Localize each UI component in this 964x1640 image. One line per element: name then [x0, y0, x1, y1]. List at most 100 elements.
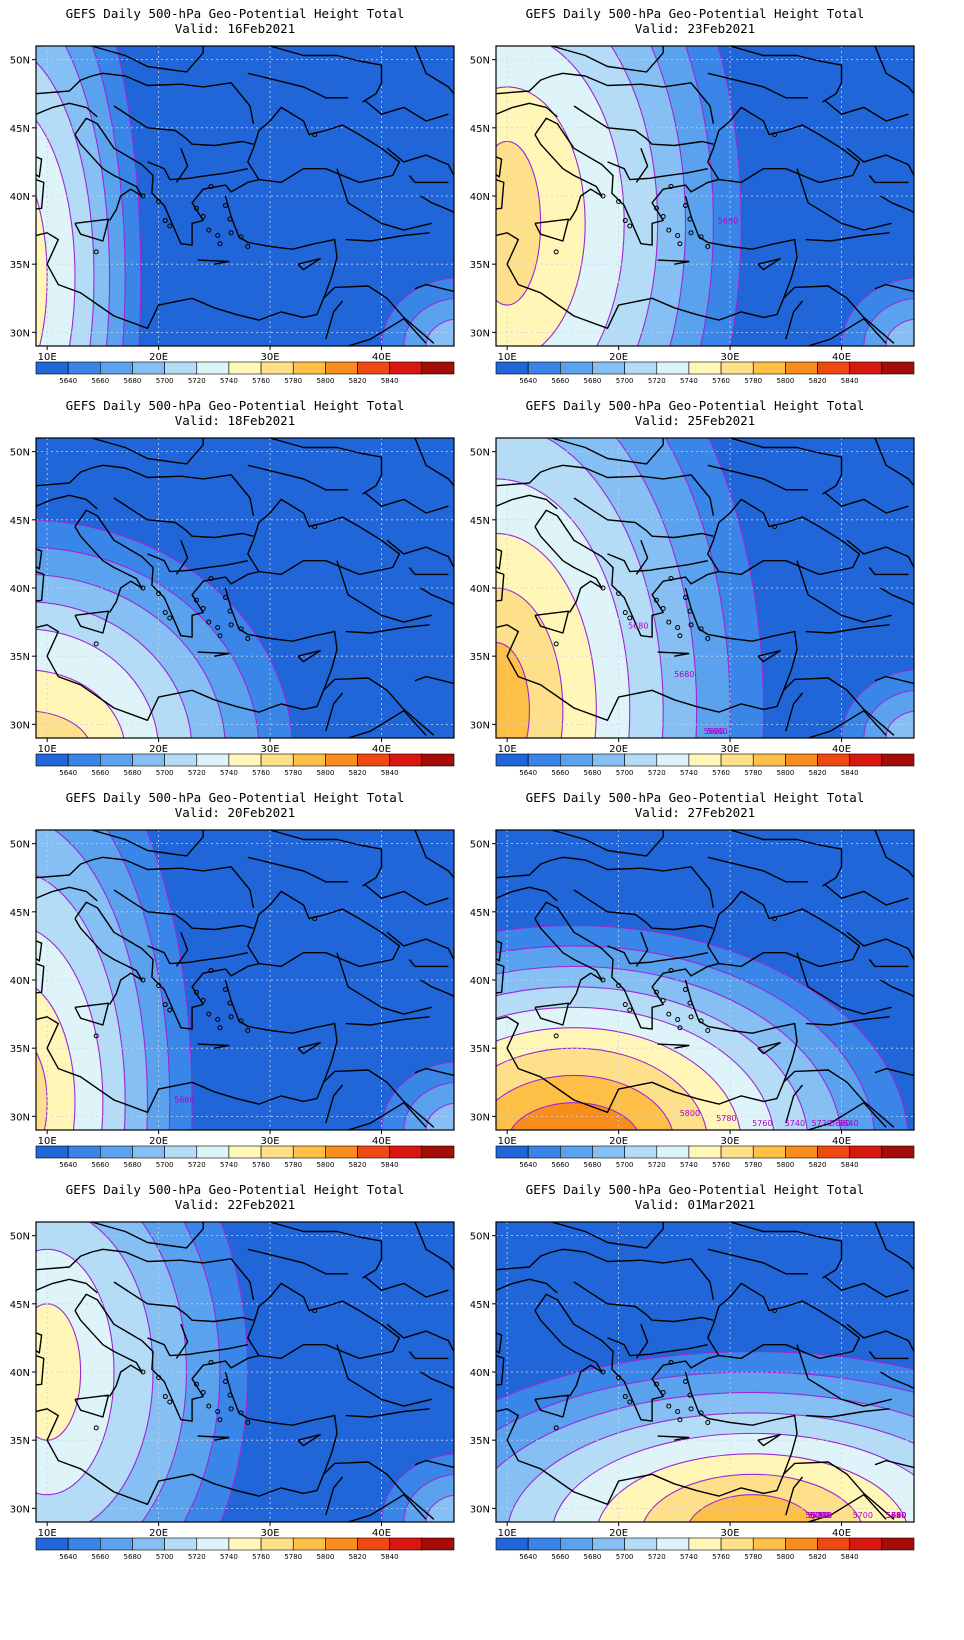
colorbar-swatch	[132, 361, 165, 375]
colorbar-label: 5700	[156, 1553, 174, 1561]
longitude-label: 10E	[38, 744, 57, 755]
longitude-label: 30E	[721, 1136, 740, 1147]
latitude-label: 40N	[470, 976, 490, 987]
contour-label: 5660	[886, 1511, 906, 1520]
colorbar-label: 5840	[841, 377, 859, 385]
colorbar-label: 5760	[252, 1553, 270, 1561]
colorbar-swatch	[421, 361, 455, 375]
colorbar-label: 5800	[316, 377, 334, 385]
colorbar-label: 5700	[616, 1161, 634, 1169]
latitude-label: 45N	[470, 516, 490, 527]
contour-label: 5760	[810, 1511, 830, 1520]
colorbar-swatch	[592, 1537, 625, 1551]
colorbar-label: 5800	[316, 1553, 334, 1561]
colorbar-label: 5820	[349, 769, 367, 777]
colorbar-swatch	[688, 361, 722, 375]
colorbar-label: 5780	[744, 377, 762, 385]
height-map: 50N 45N 40N 35N 30N 10E 20E 30E 40E 5640 5660 5680 5…	[10, 1221, 455, 1561]
latitude-label: 45N	[10, 516, 30, 527]
latitude-label: 50N	[10, 56, 30, 67]
colorbar-swatch	[720, 753, 754, 767]
colorbar-label: 5840	[381, 769, 399, 777]
colorbar-label: 5700	[616, 377, 634, 385]
panel-title: GEFS Daily 500-hPa Geo-Potential Height …	[525, 398, 865, 413]
colorbar-label: 5760	[252, 377, 270, 385]
colorbar-label: 5780	[284, 1553, 302, 1561]
contour-label: 5780	[808, 1511, 828, 1520]
latitude-label: 30N	[470, 1504, 490, 1515]
colorbar-swatch	[228, 1145, 262, 1159]
contour-label: 5780	[716, 1114, 736, 1123]
colorbar-swatch	[560, 1145, 593, 1159]
colorbar-swatch	[196, 1145, 230, 1159]
panel-title: GEFS Daily 500-hPa Geo-Potential Height …	[525, 790, 865, 805]
colorbar-label: 5840	[841, 769, 859, 777]
colorbar-label: 5720	[648, 1161, 666, 1169]
colorbar-label: 5740	[680, 769, 698, 777]
contour-label: 5760	[752, 1119, 772, 1128]
colorbar-label: 5840	[381, 377, 399, 385]
colorbar-swatch	[785, 361, 818, 375]
panel-valid-date: Valid: 01Mar2021	[634, 1197, 756, 1212]
colorbar-swatch	[35, 1537, 69, 1551]
longitude-label: 10E	[498, 1136, 517, 1147]
contour-label: 5700	[853, 1511, 873, 1520]
colorbar-label: 5780	[744, 769, 762, 777]
contour-label: 5720	[812, 1511, 832, 1520]
colorbar-swatch	[35, 361, 69, 375]
longitude-label: 10E	[38, 1528, 57, 1539]
colorbar-swatch	[196, 1537, 230, 1551]
colorbar-label: 5720	[648, 377, 666, 385]
colorbar-label: 5720	[188, 1161, 206, 1169]
colorbar-swatch	[164, 361, 198, 375]
colorbar-swatch	[592, 361, 625, 375]
colorbar-swatch	[495, 361, 529, 375]
colorbar-label: 5800	[776, 1553, 794, 1561]
colorbar-swatch	[132, 1145, 165, 1159]
colorbar-swatch	[292, 1145, 326, 1159]
longitude-label: 30E	[721, 744, 740, 755]
latitude-label: 45N	[470, 908, 490, 919]
colorbar-label: 5740	[680, 1161, 698, 1169]
colorbar-swatch	[260, 753, 294, 767]
colorbar-label: 5740	[220, 1553, 238, 1561]
colorbar-swatch	[752, 361, 786, 375]
colorbar-swatch	[560, 1537, 593, 1551]
colorbar-swatch	[527, 1145, 561, 1159]
colorbar-swatch	[849, 753, 883, 767]
colorbar-label: 5640	[59, 769, 77, 777]
longitude-label: 20E	[149, 1136, 168, 1147]
contour-label: 5740	[785, 1119, 805, 1128]
colorbar-swatch	[688, 753, 722, 767]
map-panel: GEFS Daily 500-hPa Geo-Potential Height …	[0, 392, 470, 792]
map-panel: GEFS Daily 500-hPa Geo-Potential Height …	[0, 0, 470, 400]
latitude-label: 30N	[10, 1504, 30, 1515]
colorbar-swatch	[881, 361, 915, 375]
colorbar-swatch	[357, 753, 390, 767]
colorbar-swatch	[260, 1145, 294, 1159]
latitude-label: 35N	[10, 652, 30, 663]
colorbar-swatch	[849, 1145, 883, 1159]
colorbar-label: 5640	[519, 769, 537, 777]
latitude-label: 35N	[10, 260, 30, 271]
colorbar-swatch	[421, 753, 455, 767]
colorbar-swatch	[228, 1537, 262, 1551]
panel-title: GEFS Daily 500-hPa Geo-Potential Height …	[65, 790, 405, 805]
colorbar-label: 5740	[220, 769, 238, 777]
colorbar-swatch	[357, 361, 390, 375]
colorbar-label: 5800	[316, 1161, 334, 1169]
colorbar-swatch	[656, 1537, 690, 1551]
colorbar-swatch	[260, 361, 294, 375]
colorbar-swatch	[817, 1145, 850, 1159]
colorbar-swatch	[592, 753, 625, 767]
colorbar-label: 5780	[744, 1161, 762, 1169]
colorbar-label: 5680	[124, 1161, 142, 1169]
colorbar-label: 5680	[584, 769, 602, 777]
latitude-label: 35N	[470, 1044, 490, 1055]
colorbar-swatch	[720, 1145, 754, 1159]
latitude-label: 35N	[10, 1044, 30, 1055]
colorbar-label: 5760	[252, 769, 270, 777]
colorbar-label: 5680	[584, 1553, 602, 1561]
colorbar-label: 5820	[809, 1161, 827, 1169]
contour-label: 5640	[838, 1119, 858, 1128]
